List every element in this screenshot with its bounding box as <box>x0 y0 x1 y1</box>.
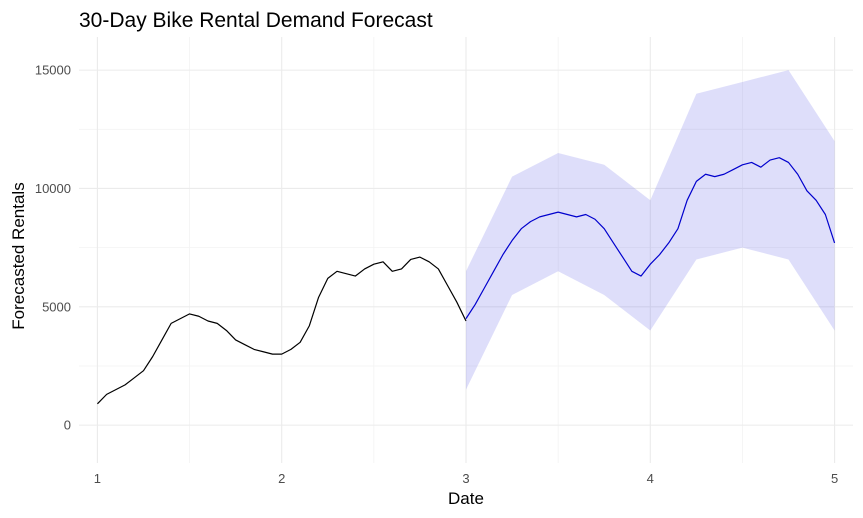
x-axis-title: Date <box>448 489 484 508</box>
forecast-line <box>465 157 836 319</box>
forecast-interval <box>466 70 835 390</box>
y-tick-label: 0 <box>64 418 71 433</box>
x-axis-ticks: 1 2 3 4 5 <box>94 471 838 486</box>
x-tick-label: 5 <box>831 471 838 486</box>
y-tick-label: 10000 <box>35 181 71 196</box>
forecast-interval-band <box>466 70 835 390</box>
y-axis-ticks: 0 5000 10000 15000 <box>35 63 71 433</box>
x-tick-label: 3 <box>462 471 469 486</box>
observed-line <box>96 256 467 405</box>
chart-title: 30-Day Bike Rental Demand Forecast <box>79 9 433 32</box>
grid <box>79 37 853 463</box>
y-tick-label: 15000 <box>35 63 71 78</box>
series-lines <box>96 157 836 405</box>
x-tick-label: 2 <box>278 471 285 486</box>
y-tick-label: 5000 <box>42 299 71 314</box>
x-tick-label: 4 <box>647 471 654 486</box>
x-tick-label: 1 <box>94 471 101 486</box>
y-axis-title: Forecasted Rentals <box>9 182 28 329</box>
